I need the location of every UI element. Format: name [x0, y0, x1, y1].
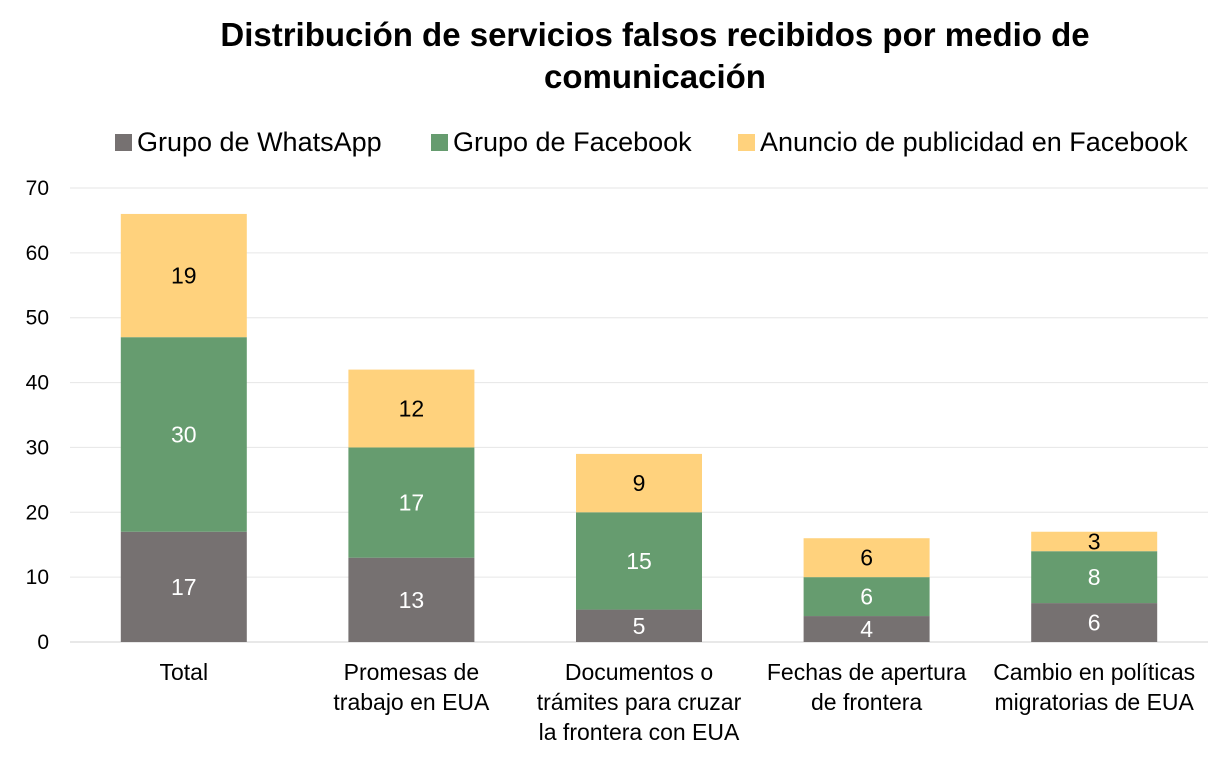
y-tick-label: 20 — [26, 501, 49, 524]
legend-item-whatsapp: Grupo de WhatsApp — [115, 124, 382, 160]
legend-label-whatsapp: Grupo de WhatsApp — [137, 126, 382, 157]
chart-title-line-2: comunicación — [544, 58, 766, 95]
bar-segment-2-1 — [348, 369, 475, 448]
data-label-0-1: 13 — [399, 587, 425, 613]
data-label-1-2: 15 — [626, 548, 652, 574]
data-label-2-1: 12 — [399, 396, 425, 422]
bars-layer — [120, 213, 1158, 642]
bar-segment-0-4 — [1031, 603, 1158, 642]
y-tick-label: 70 — [26, 177, 49, 200]
bar-segment-1-2 — [576, 512, 702, 610]
category-label-line: Total — [159, 659, 209, 685]
data-label-0-0: 17 — [171, 574, 197, 600]
bar-segment-1-1 — [348, 447, 475, 558]
data-label-2-4: 3 — [1088, 528, 1101, 554]
bar-segment-0-0 — [120, 531, 247, 642]
legend-label-facebook-group: Grupo de Facebook — [453, 126, 692, 157]
category-label-line: Promesas de — [343, 659, 480, 685]
category-label-line: Fechas de apertura — [766, 659, 967, 685]
category-label-border-dates: Fechas de apertura de frontera — [751, 657, 983, 717]
category-label-line: migratorias de EUA — [994, 689, 1194, 715]
legend: Grupo de WhatsApp Grupo de Facebook Anun… — [0, 124, 1224, 160]
data-label-2-3: 6 — [860, 545, 873, 571]
category-label-line: la frontera con EUA — [538, 719, 740, 745]
category-label-line: Cambio en políticas — [993, 659, 1196, 685]
data-labels-layer: 17 30 19 13 17 12 5 15 9 4 6 6 6 8 3 — [171, 263, 1101, 642]
bar-segment-2-3 — [803, 538, 930, 578]
legend-item-facebook-group: Grupo de Facebook — [431, 124, 692, 160]
data-label-1-1: 17 — [399, 490, 425, 516]
y-tick-label: 0 — [37, 631, 49, 654]
data-label-2-0: 19 — [171, 263, 197, 289]
legend-label-facebook-ad: Anuncio de publicidad en Facebook — [760, 126, 1188, 157]
bar-segment-1-3 — [803, 577, 930, 617]
y-tick-label: 30 — [26, 436, 49, 459]
category-label-line: Documentos o — [564, 659, 714, 685]
legend-swatch-facebook-ad — [738, 133, 755, 151]
data-label-1-4: 8 — [1088, 564, 1101, 590]
bar-segment-2-4 — [1031, 531, 1158, 552]
category-label-line: trabajo en EUA — [333, 689, 490, 715]
y-tick-label: 10 — [26, 566, 49, 589]
data-label-2-2: 9 — [633, 470, 646, 496]
data-label-0-4: 6 — [1088, 610, 1101, 636]
bar-segment-2-0 — [120, 213, 247, 338]
category-label-total: Total — [68, 657, 300, 687]
category-label-line: trámites para cruzar — [536, 689, 742, 715]
bar-segment-0-2 — [576, 609, 702, 642]
y-tick-label: 40 — [26, 372, 49, 395]
y-axis-ticks: 0 10 20 30 40 50 60 70 — [26, 177, 49, 654]
y-tick-label: 60 — [26, 242, 49, 265]
category-label-policy-change: Cambio en políticas migratorias de EUA — [978, 657, 1210, 717]
bar-segment-0-1 — [348, 557, 475, 642]
bar-segment-1-0 — [120, 337, 247, 532]
legend-item-facebook-ad: Anuncio de publicidad en Facebook — [738, 124, 1188, 160]
bar-segment-0-3 — [803, 616, 930, 642]
category-label-line: de frontera — [810, 689, 923, 715]
chart-title-line-1: Distribución de servicios falsos recibid… — [220, 16, 1090, 53]
category-label-documents: Documentos o trámites para cruzar la fro… — [523, 657, 755, 747]
data-label-1-3: 6 — [860, 584, 873, 610]
chart-title: Distribución de servicios falsos recibid… — [60, 14, 1224, 98]
bar-segment-2-2 — [576, 453, 702, 513]
legend-swatch-whatsapp — [115, 133, 132, 151]
category-label-job-promises: Promesas de trabajo en EUA — [295, 657, 527, 717]
bar-segment-1-4 — [1031, 551, 1158, 604]
data-label-1-0: 30 — [171, 421, 197, 447]
data-label-0-3: 4 — [860, 616, 873, 642]
legend-swatch-facebook-group — [431, 133, 448, 151]
data-label-0-2: 5 — [633, 613, 646, 639]
y-tick-label: 50 — [26, 307, 49, 330]
